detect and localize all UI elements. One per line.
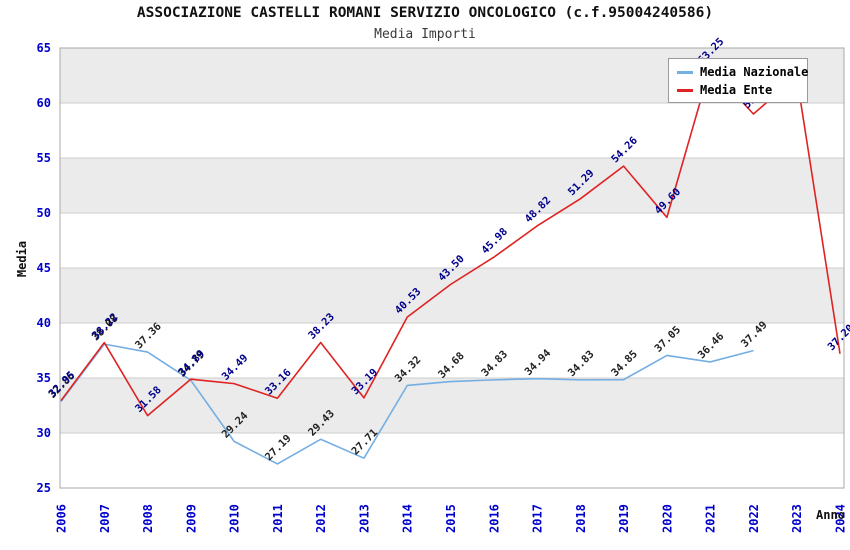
x-tick-label: 2018	[574, 504, 588, 533]
x-tick-label: 2008	[141, 504, 155, 533]
point-label: 37.05	[652, 324, 683, 355]
x-tick-label: 2023	[790, 504, 804, 533]
x-tick-label: 2024	[834, 504, 848, 533]
point-label: 34.83	[566, 348, 597, 379]
point-label: 34.83	[479, 348, 510, 379]
x-tick-label: 2021	[704, 504, 718, 533]
x-axis-title: Anno	[816, 508, 845, 522]
y-tick-label: 60	[37, 96, 51, 110]
y-tick-label: 45	[37, 261, 51, 275]
media-ente-line-swatch-icon	[677, 88, 693, 92]
series-line-media-nazionale	[60, 343, 754, 465]
legend-label: Media Nazionale	[700, 65, 809, 79]
legend-label: Media Ente	[700, 83, 773, 97]
plot-border	[59, 47, 845, 489]
y-tick-label: 35	[37, 371, 51, 385]
point-label: 34.85	[609, 348, 640, 379]
y-tick-label: 30	[37, 426, 51, 440]
point-label: 37.49	[739, 319, 770, 350]
x-tick-label: 2020	[660, 504, 674, 533]
chart-subtitle: Media Importi	[374, 27, 476, 42]
y-tick-label: 40	[37, 316, 51, 330]
point-label: 34.68	[436, 350, 467, 381]
x-tick-label: 2010	[228, 504, 242, 533]
y-tick-label: 55	[37, 151, 51, 165]
x-tick-label: 2013	[357, 504, 371, 533]
x-tick-label: 2022	[747, 504, 761, 533]
x-tick-label: 2015	[444, 504, 458, 533]
chart-title: ASSOCIAZIONE CASTELLI ROMANI SERVIZIO ON…	[136, 5, 714, 21]
media-nazionale-line-swatch-icon	[677, 70, 693, 74]
x-tick-label: 2014	[401, 504, 415, 533]
x-tick-label: 2007	[98, 504, 112, 533]
x-tick-label: 2012	[314, 504, 328, 533]
y-tick-label: 65	[37, 41, 51, 55]
point-label: 34.89	[176, 348, 207, 379]
y-tick-label: 50	[37, 206, 51, 220]
grid-band	[60, 158, 844, 213]
x-tick-label: 2019	[617, 504, 631, 533]
chart-legend: Media Nazionale Media Ente	[668, 58, 808, 103]
point-label: 34.94	[523, 347, 554, 378]
x-tick-label: 2017	[531, 504, 545, 533]
point-label: 37.20	[825, 322, 850, 353]
x-tick-label: 2016	[487, 504, 501, 533]
legend-item-media-ente: Media Ente	[669, 81, 807, 99]
x-tick-label: 2006	[55, 504, 69, 533]
grid-band	[60, 268, 844, 323]
y-tick-label: 25	[37, 481, 51, 495]
point-label: 36.46	[696, 330, 727, 361]
x-tick-label: 2009	[184, 504, 198, 533]
legend-item-media-nazionale: Media Nazionale	[669, 63, 809, 81]
point-label: 27.19	[263, 432, 294, 463]
grid-band	[60, 378, 844, 433]
point-label: 45.98	[479, 226, 510, 257]
point-label: 37.36	[133, 321, 164, 352]
x-tick-label: 2011	[271, 504, 285, 533]
y-axis-title: Media	[15, 240, 30, 278]
